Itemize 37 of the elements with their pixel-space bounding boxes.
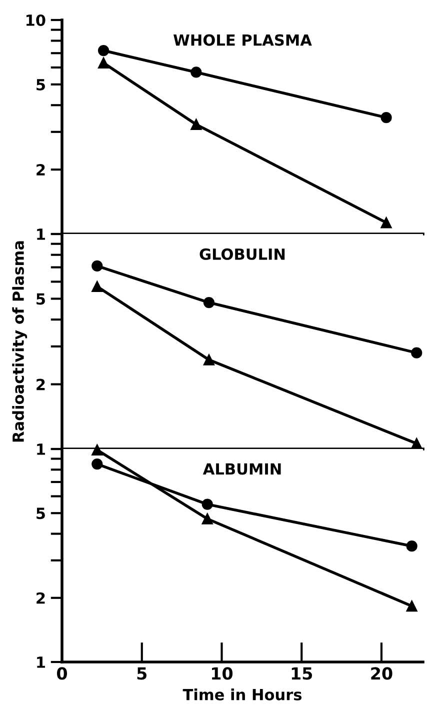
y-tick-label: 2: [36, 164, 45, 176]
y-tick-label: 5: [36, 508, 45, 520]
point: [190, 66, 202, 78]
text: GLOBULIN: [200, 248, 285, 260]
y-tick-label: 2: [36, 378, 45, 390]
text: ALBUMIN: [202, 463, 281, 475]
y-tick-label: 5: [36, 293, 45, 305]
x-axis-title: Time in Hours: [182, 688, 302, 700]
point: [190, 118, 202, 130]
x-tick-label: 10: [212, 667, 233, 680]
y-tick-label: 1: [37, 656, 45, 668]
y-tick-label: 5: [36, 79, 45, 90]
text: WHOLE PLASMA: [174, 34, 312, 46]
y-tick-label: 1: [37, 444, 45, 455]
y-tick-label: 10: [26, 14, 46, 26]
point: [380, 112, 392, 124]
y-axis-title: Radioactivity of Plasma: [12, 241, 28, 442]
point: [98, 57, 110, 68]
point: [92, 260, 103, 272]
x-tick-label: 5: [137, 667, 146, 680]
point: [406, 600, 418, 612]
x-tick-label: 15: [292, 667, 312, 680]
point: [92, 444, 103, 456]
y-tick-label: 2: [36, 592, 45, 604]
point: [98, 44, 110, 56]
point: [202, 498, 213, 510]
y-tick-label: 1: [37, 228, 45, 240]
x-tick-label: 20: [371, 667, 392, 680]
x-tick-label: 0: [57, 667, 67, 680]
point: [203, 296, 215, 308]
point: [406, 540, 418, 552]
point: [380, 217, 392, 228]
point: [411, 347, 422, 358]
point: [92, 458, 103, 470]
point: [92, 280, 103, 292]
point: [202, 513, 213, 524]
point: [203, 354, 215, 366]
